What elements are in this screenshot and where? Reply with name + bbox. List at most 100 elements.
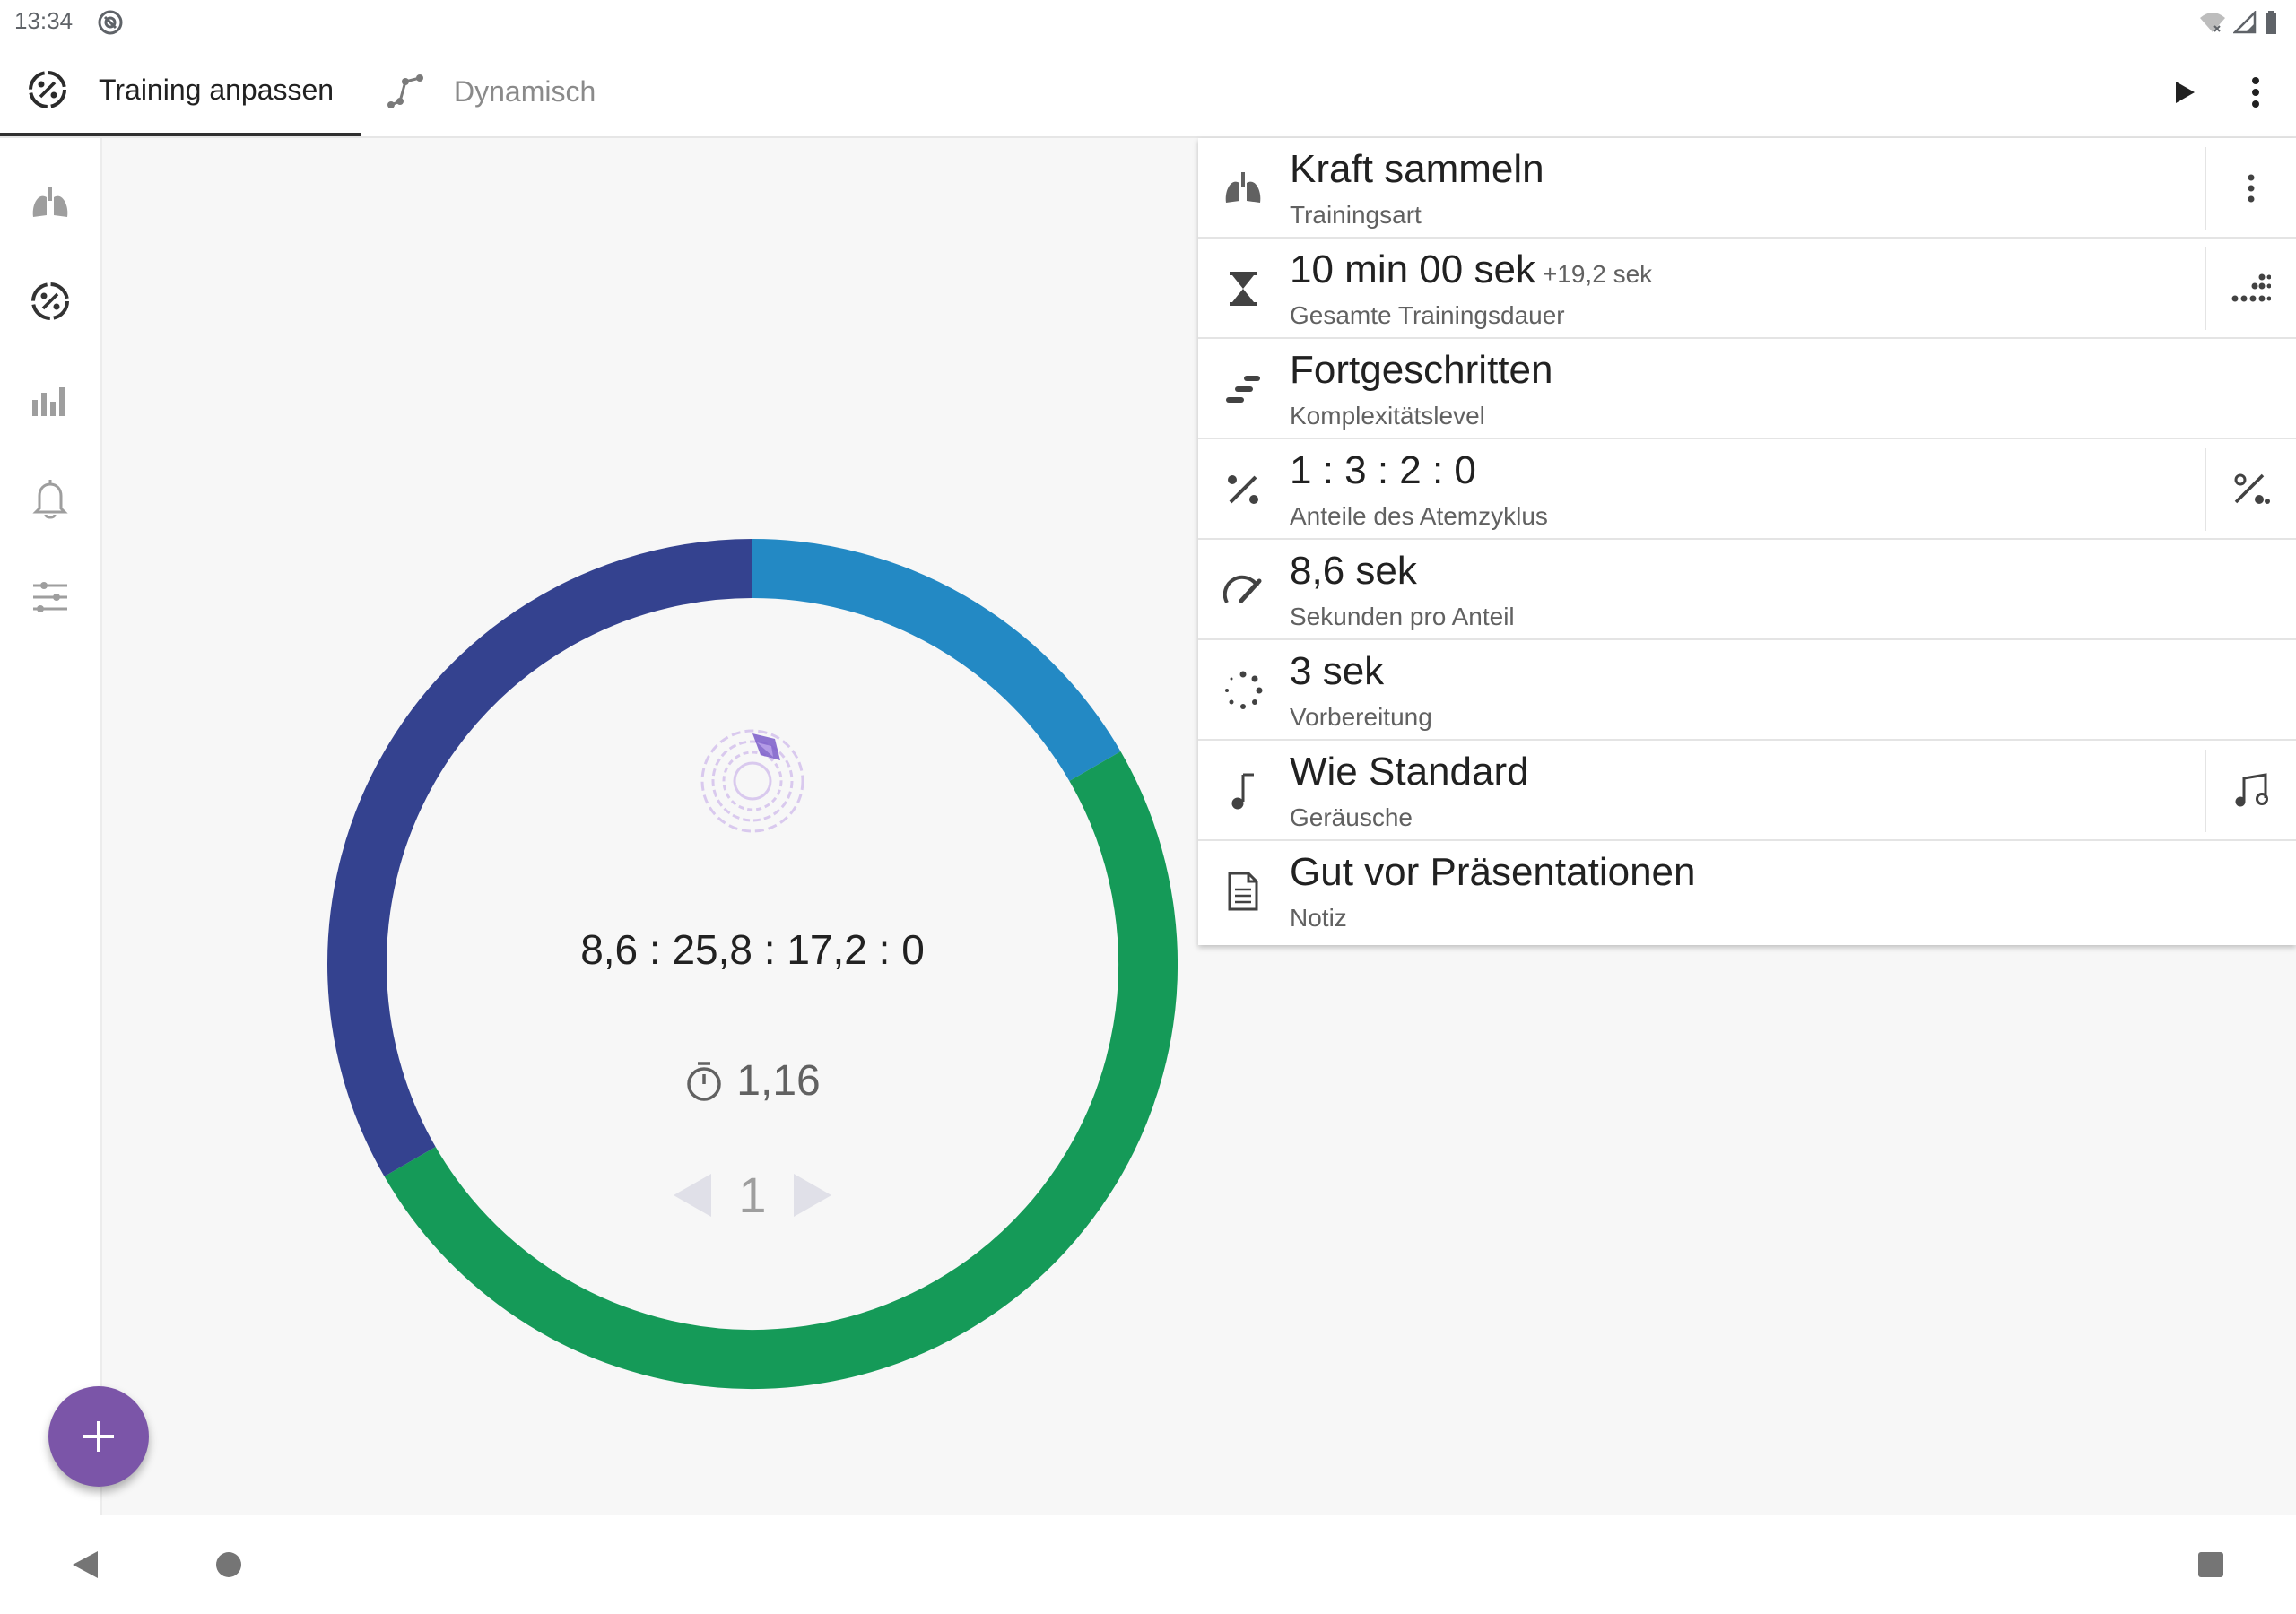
- row-icon: [1220, 667, 1266, 714]
- music-notes-icon: [2235, 773, 2268, 807]
- speedometer-icon: [1223, 575, 1262, 603]
- tab-bar: Training anpassen Dynamisch: [0, 47, 2296, 138]
- ring-segment-hold: [384, 751, 1178, 1390]
- sounds-action-button[interactable]: [2205, 750, 2296, 832]
- recents-square-icon: [2198, 1552, 2223, 1577]
- more-vert-icon: [2252, 77, 2259, 108]
- row-title: Fortgeschritten: [1290, 348, 1553, 392]
- tab-label: Training anpassen: [99, 73, 335, 106]
- duration-extra: +19,2 sek: [1542, 260, 1653, 288]
- rail-item-training-type[interactable]: [25, 178, 75, 228]
- row-title: Gut vor Präsentationen: [1290, 850, 1696, 894]
- row-subtitle: Notiz: [1290, 904, 1347, 932]
- rail-item-customize[interactable]: [25, 276, 75, 326]
- home-circle-icon: [216, 1552, 241, 1577]
- loading-dots-icon: [1225, 671, 1263, 709]
- breath-ring: 8,6 : 25,8 : 17,2 : 0 1,16 1: [326, 538, 1178, 1390]
- previous-arrow-icon[interactable]: [672, 1172, 713, 1219]
- row-title: Wie Standard: [1290, 750, 1529, 794]
- row-icon: [1220, 868, 1266, 915]
- dots-grid-icon: [2231, 273, 2271, 302]
- duration-value: 10 min 00 sek: [1290, 247, 1535, 291]
- signal-icon: [2233, 11, 2257, 34]
- percent-icon: [1228, 475, 1258, 504]
- stairs-icon: [1226, 376, 1260, 403]
- setting-row-sounds[interactable]: Wie Standard Geräusche: [1198, 741, 2296, 841]
- duration-action-button[interactable]: [2205, 247, 2296, 330]
- rail-item-statistics[interactable]: [25, 375, 75, 425]
- row-icon: [1220, 265, 1266, 312]
- cycle-number: 1: [738, 1167, 767, 1223]
- status-bar: 13:34: [0, 0, 2296, 47]
- setting-row-training-type[interactable]: Kraft sammeln Trainingsart: [1198, 138, 2296, 239]
- row-icon: [1220, 165, 1266, 212]
- bar-chart-icon: [32, 387, 65, 416]
- next-arrow-icon[interactable]: [792, 1172, 833, 1219]
- row-subtitle: Komplexitätslevel: [1290, 402, 1485, 430]
- row-icon: [1220, 466, 1266, 513]
- document-icon: [1228, 872, 1258, 911]
- row-title: 8,6 sek: [1290, 549, 1417, 593]
- ring-segment-inhale: [752, 539, 1121, 782]
- setting-row-ratio[interactable]: 1 : 3 : 2 : 0 Anteile des Atemzyklus: [1198, 439, 2296, 540]
- music-note-icon: [1231, 773, 1254, 810]
- row-subtitle: Anteile des Atemzyklus: [1290, 502, 1548, 530]
- setting-row-duration[interactable]: 10 min 00 sek +19,2 sek Gesamte Trainings…: [1198, 239, 2296, 339]
- row-subtitle: Geräusche: [1290, 803, 1413, 831]
- row-title: Kraft sammeln: [1290, 147, 1544, 191]
- nav-back-button[interactable]: [63, 1542, 108, 1587]
- training-type-menu-button[interactable]: [2205, 147, 2296, 230]
- hourglass-icon: [1230, 272, 1257, 306]
- row-icon: [1220, 567, 1266, 613]
- play-button[interactable]: [2161, 70, 2206, 115]
- ring-segment-exhale: [327, 539, 753, 1176]
- setting-row-preparation[interactable]: 3 sek Vorbereitung: [1198, 640, 2296, 741]
- mandala-icon: [700, 729, 804, 833]
- settings-card: Kraft sammeln Trainingsart 10 min 00 sek…: [1198, 138, 2296, 945]
- cycle-pager: 1: [326, 1166, 1178, 1224]
- row-title: 3 sek: [1290, 649, 1385, 693]
- play-icon: [2176, 82, 2195, 103]
- row-icon: [1220, 768, 1266, 814]
- row-subtitle: Vorbereitung: [1290, 703, 1432, 731]
- percent-icon: [2234, 473, 2270, 504]
- percent-circle-icon: [31, 282, 69, 320]
- row-icon: [1220, 366, 1266, 412]
- at-sign-icon: [98, 10, 123, 35]
- tab-dynamisch[interactable]: Dynamisch: [386, 47, 596, 136]
- row-subtitle: Gesamte Trainingsdauer: [1290, 301, 1565, 329]
- system-nav-bar: [0, 1515, 2296, 1614]
- rail-item-settings[interactable]: [25, 572, 75, 622]
- percent-circle-icon: [29, 71, 66, 108]
- graph-points-icon: [387, 74, 423, 108]
- setting-row-seconds-per-part[interactable]: 8,6 sek Sekunden pro Anteil: [1198, 540, 2296, 640]
- overflow-menu-button[interactable]: [2233, 70, 2278, 115]
- breath-ring-chart: [327, 539, 1178, 1390]
- row-subtitle: Sekunden pro Anteil: [1290, 603, 1515, 630]
- bell-icon: [32, 480, 68, 519]
- tab-training-anpassen[interactable]: Training anpassen: [0, 47, 361, 136]
- row-title: 10 min 00 sek +19,2 sek: [1290, 247, 1652, 292]
- timer-value: 1,16: [736, 1057, 821, 1105]
- nav-recents-button[interactable]: [2188, 1542, 2233, 1587]
- rail-item-reminders[interactable]: [25, 473, 75, 524]
- status-icons: [2199, 9, 2278, 36]
- tab-label: Dynamisch: [454, 74, 596, 108]
- wifi-off-icon: [2200, 13, 2225, 32]
- setting-row-note[interactable]: Gut vor Präsentationen Notiz: [1198, 841, 2296, 941]
- cycle-timer: 1,16: [326, 1056, 1178, 1106]
- back-triangle-icon: [73, 1551, 98, 1578]
- setting-row-complexity[interactable]: Fortgeschritten Komplexitätslevel: [1198, 339, 2296, 439]
- breath-ratio-text: 8,6 : 25,8 : 17,2 : 0: [580, 926, 925, 973]
- battery-icon: [2266, 11, 2276, 34]
- status-time: 13:34: [14, 7, 74, 34]
- nav-home-button[interactable]: [206, 1542, 251, 1587]
- add-fab-button[interactable]: [48, 1386, 149, 1487]
- row-title: 1 : 3 : 2 : 0: [1290, 448, 1476, 492]
- lungs-icon: [1225, 172, 1261, 203]
- row-subtitle: Trainingsart: [1290, 201, 1422, 229]
- ratio-action-button[interactable]: [2205, 448, 2296, 531]
- sliders-icon: [33, 582, 67, 612]
- side-rail: [0, 138, 102, 1515]
- plus-icon: [83, 1421, 114, 1452]
